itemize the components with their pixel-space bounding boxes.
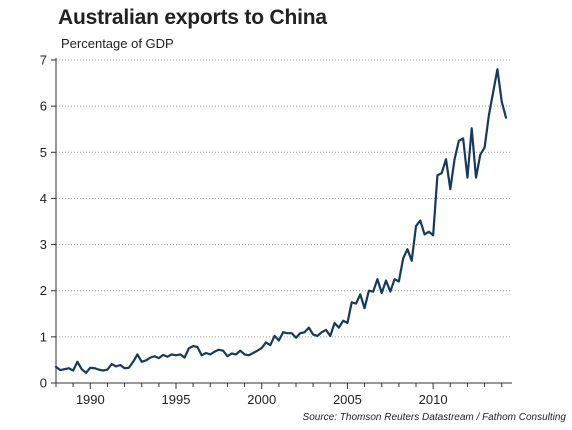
y-tick-label: 7 (40, 53, 47, 68)
chart-source: Source: Thomson Reuters Datastream / Fat… (302, 412, 566, 423)
series-line (54, 68, 508, 374)
x-tick-label: 1995 (162, 392, 191, 407)
y-tick-label: 6 (40, 99, 47, 114)
chart-title: Australian exports to China (58, 6, 327, 29)
y-tick-label: 0 (40, 376, 47, 391)
series-layer (54, 68, 508, 374)
y-tick-label: 1 (40, 329, 47, 344)
y-tick-label: 2 (40, 283, 47, 298)
y-tick-label: 3 (40, 237, 47, 252)
chart-subtitle: Percentage of GDP (61, 36, 174, 51)
x-tick-label: 2010 (419, 392, 448, 407)
x-axis: 1990 1995 2000 2005 2010 (55, 382, 512, 407)
gridlines (56, 59, 512, 338)
y-tick-label: 4 (40, 191, 47, 206)
y-tick-label: 5 (40, 145, 47, 160)
x-tick-label: 2005 (333, 392, 362, 407)
x-tick-label: 1990 (76, 392, 105, 407)
x-tick-label: 2000 (247, 392, 276, 407)
y-axis: 0 1 2 3 4 5 6 7 (40, 53, 57, 391)
